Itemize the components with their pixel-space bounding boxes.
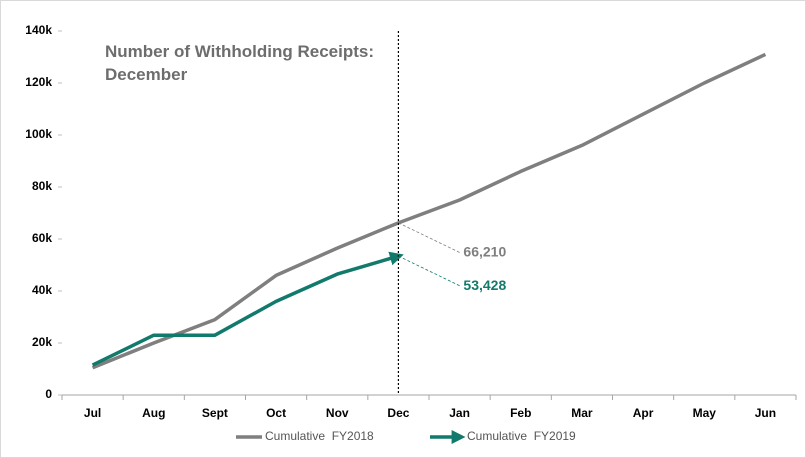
y-tick-label: 60k [32,231,52,245]
y-tick-label: 40k [32,283,52,297]
x-tick-label: Jul [84,406,101,420]
x-tick-label: Oct [266,406,286,420]
x-tick-label: Aug [142,406,165,420]
y-tick-label: 20k [32,335,52,349]
x-tick-label: Jan [449,406,470,420]
series-line [91,251,404,367]
value-label: 66,210 [463,244,506,260]
x-tick-label: May [693,406,717,420]
x-tick-label: Apr [633,406,654,420]
series-line [91,52,767,370]
value-label: 53,428 [463,277,506,293]
x-tick-label: Jun [755,406,776,420]
leader-line [398,222,461,254]
x-tick-label: Dec [387,406,409,420]
x-tick-label: Feb [510,406,531,420]
chart-title: Number of Withholding Receipts: December [105,42,375,84]
leader-line [398,255,461,287]
y-tick-label: 100k [25,127,52,141]
y-tick-label: 120k [25,75,52,89]
y-tick-label: 0 [45,387,52,401]
x-tick-label: Mar [571,406,593,420]
y-tick-label: 80k [32,179,52,193]
legend-label: Cumulative FY2019 [467,429,576,443]
x-tick-label: Nov [326,406,349,420]
y-tick-label: 140k [25,23,52,37]
x-tick-label: Sept [202,406,228,420]
legend-label: Cumulative FY2018 [265,429,374,443]
